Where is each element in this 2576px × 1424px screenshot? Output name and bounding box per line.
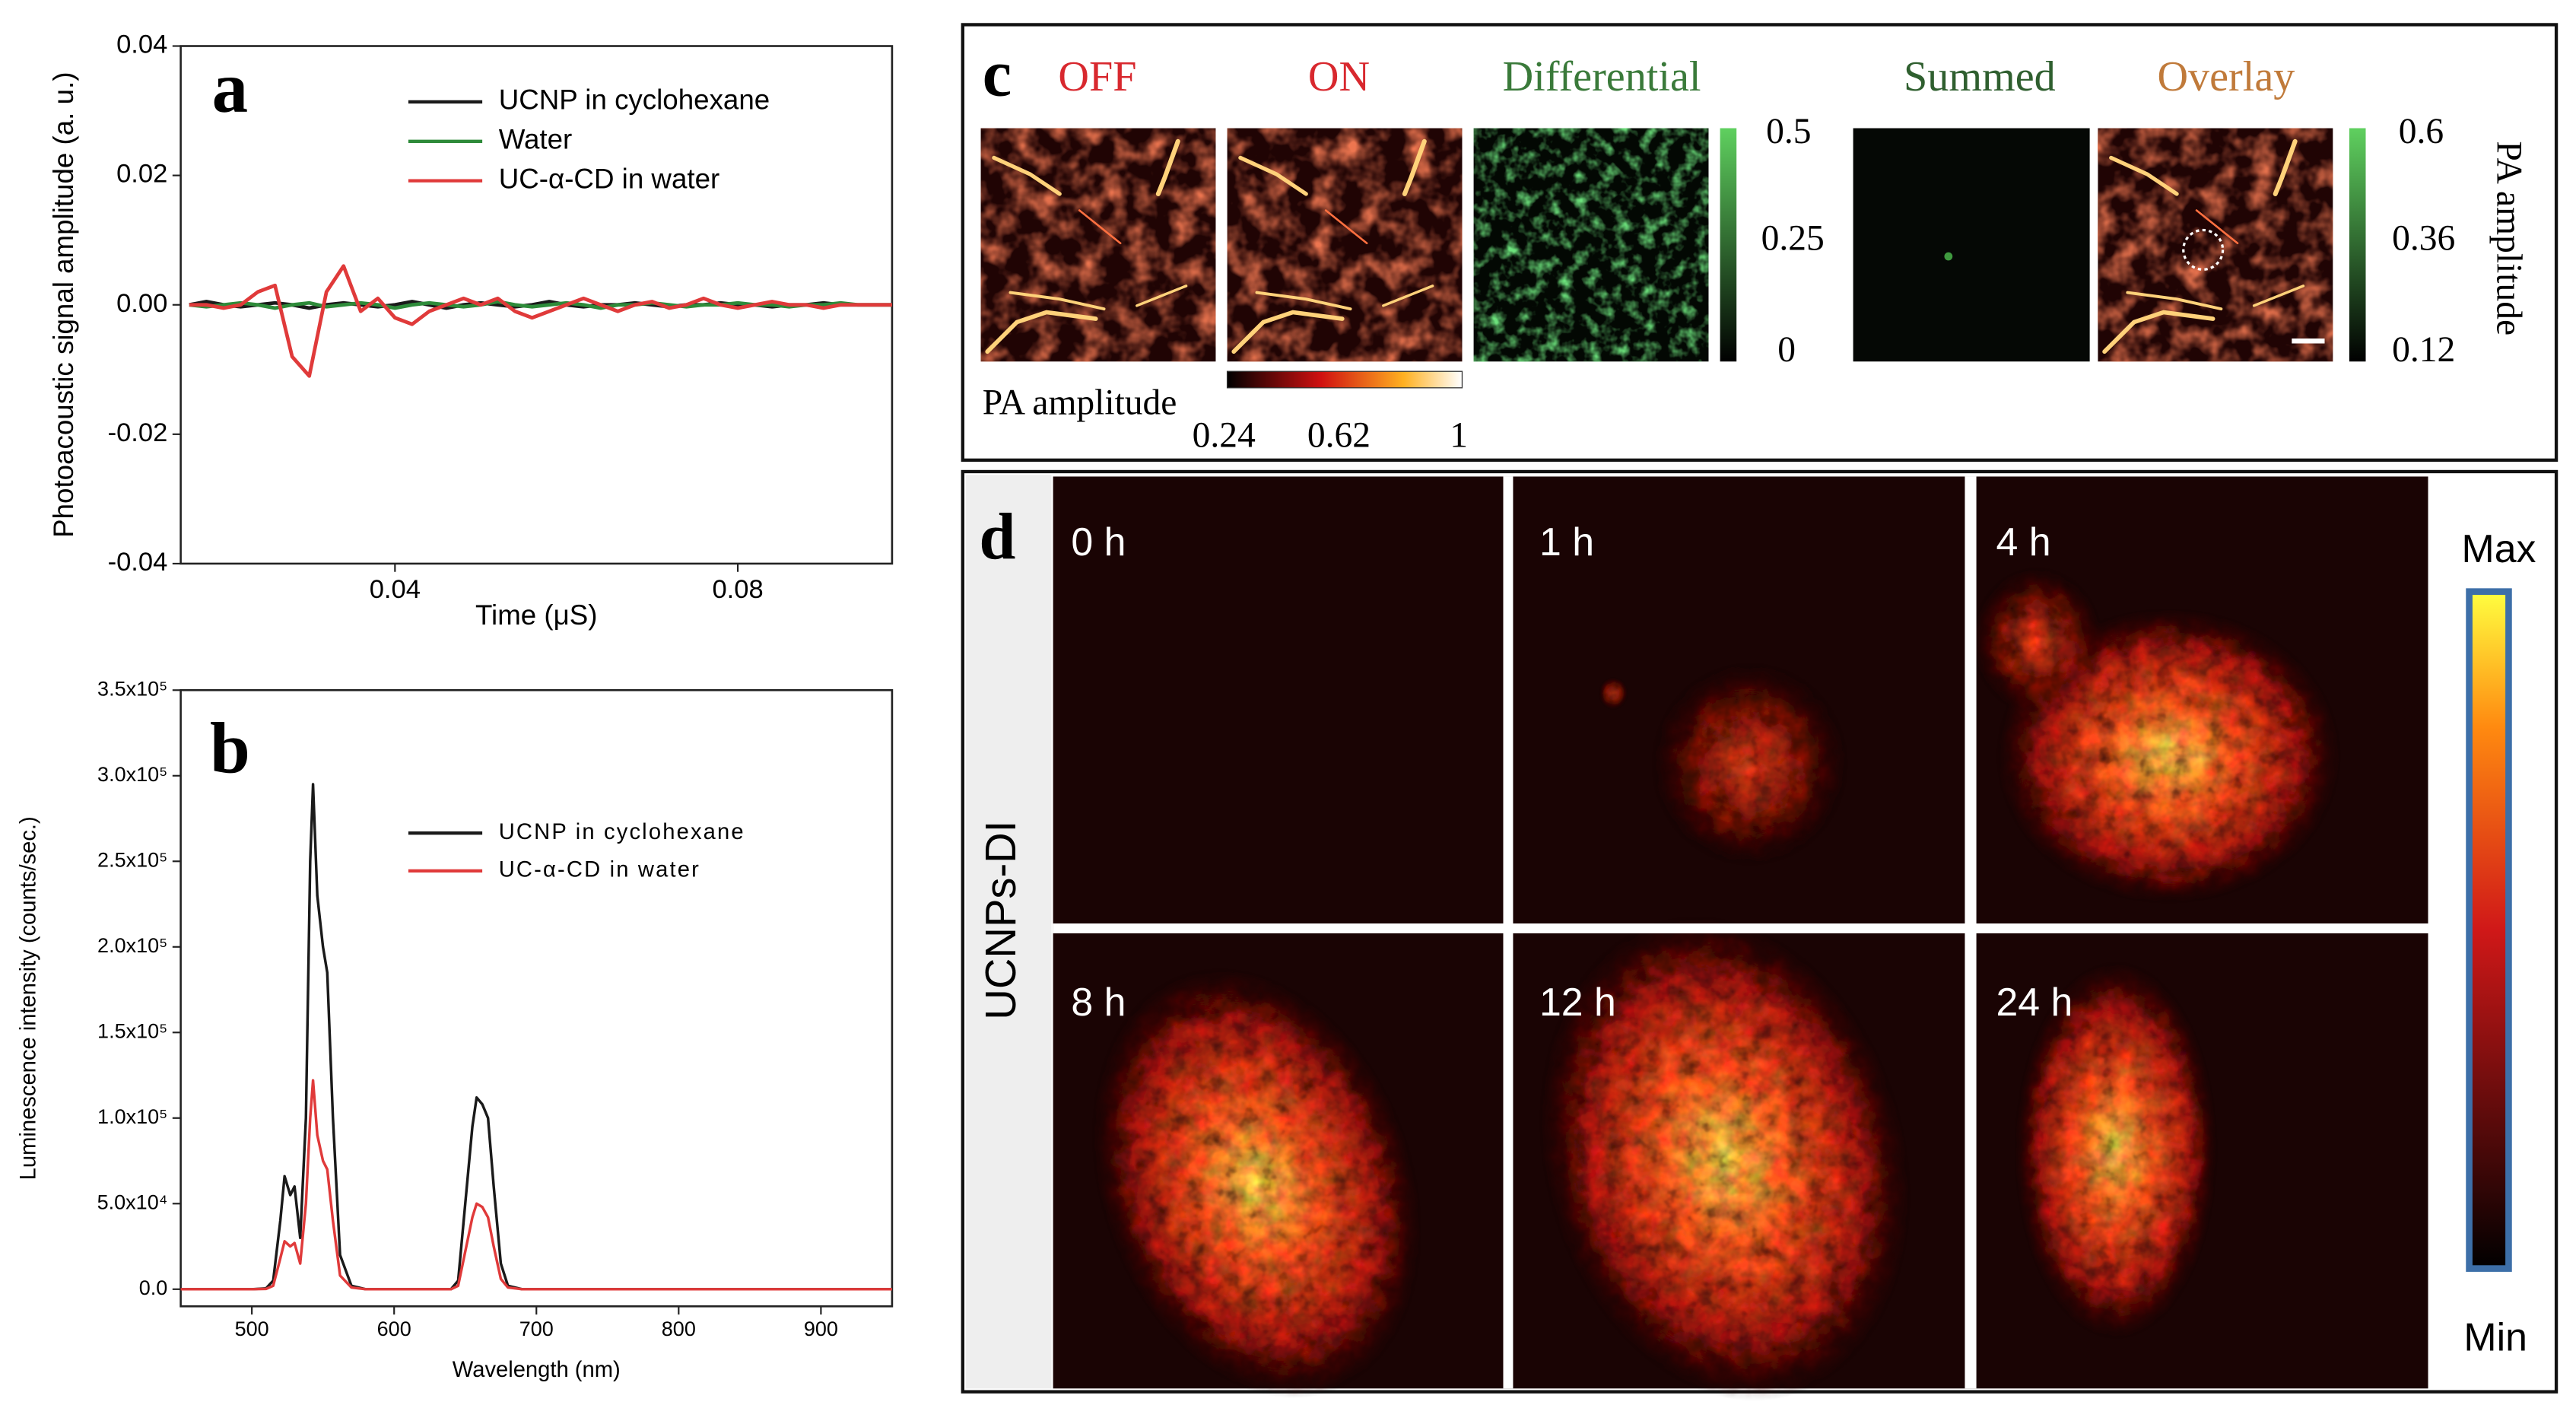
colorbar-label: 0.5 [1766, 112, 1811, 151]
separator [1053, 923, 2428, 933]
legend-label: UCNP in cyclohexane [499, 820, 745, 844]
panel-letter: a [212, 47, 249, 128]
y-axis-label: Photoacoustic signal amplitude (a. u.) [48, 72, 79, 538]
x-tick-label: 700 [519, 1318, 554, 1340]
colorbar [1226, 370, 1463, 389]
colorbar-label: 0.62 [1307, 416, 1371, 456]
legend-label: UCNP in cyclohexane [499, 84, 770, 116]
y-tick-label: -0.02 [108, 418, 168, 447]
plot-frame [179, 688, 894, 1308]
x-tick-label: 800 [662, 1318, 696, 1340]
panel-letter: b [210, 707, 250, 788]
y-tick-label: 0.00 [116, 289, 167, 318]
time-label: 8 h [1071, 980, 1126, 1024]
legend-label: Water [499, 124, 573, 155]
x-tick-label: 900 [804, 1318, 838, 1340]
y-tick-label: 5.0x10⁴ [97, 1190, 168, 1213]
chart: 0.0 5.0x10⁴ 1.0x10⁵ 1.5x10⁵ 2.0x10⁵ 2.5x10⁵ 3.… [17, 677, 894, 1382]
colorbar [2349, 128, 2366, 362]
colorbar-label: 1 [1450, 416, 1468, 456]
data-line [180, 1079, 892, 1291]
y-tick-label: 0.0 [139, 1276, 168, 1299]
image-title: ON [1308, 53, 1370, 100]
panel-letter: c [983, 37, 1012, 110]
y-tick-label: 2.5x10⁵ [97, 848, 167, 871]
y-tick-label: 1.5x10⁵ [97, 1019, 167, 1042]
colorbar-label: 0.36 [2392, 218, 2455, 258]
data-line [189, 264, 892, 378]
time-label: 4 h [1996, 520, 2050, 564]
image-title: Differential [1503, 53, 1701, 100]
image-overlay [2098, 128, 2333, 362]
colorbar-title: PA amplitude [983, 383, 1177, 422]
chart: -0.04 -0.02 0.00 0.02 0.04 0.04 0.08 Time (μS) P… [48, 30, 894, 631]
x-axis-label: Wavelength (nm) [453, 1358, 621, 1382]
time-label: 24 h [1996, 980, 2073, 1024]
time-label: 12 h [1539, 980, 1616, 1024]
image-title: OFF [1058, 53, 1136, 100]
data-line [180, 783, 892, 1291]
x-tick-label: 0.08 [712, 575, 763, 604]
image-title: Summed [1904, 53, 2056, 100]
x-axis-label: Time (μS) [475, 599, 598, 631]
panel-letter: d [979, 500, 1015, 573]
colorbar-label: 0.12 [2392, 330, 2455, 370]
data-line [189, 300, 892, 310]
image-on [1227, 128, 1463, 362]
y-tick-label: 1.0x10⁵ [97, 1105, 167, 1128]
image-summed [1853, 128, 2090, 362]
image-title: Overlay [2157, 53, 2295, 100]
x-tick-label: 600 [377, 1318, 411, 1340]
legend-label: UC-α-CD in water [499, 163, 720, 194]
colorbar [1720, 128, 1737, 362]
y-tick-label: 0.02 [116, 160, 167, 189]
x-tick-label: 0.04 [370, 575, 421, 604]
charts: -0.04 -0.02 0.00 0.02 0.04 0.04 0.08 Time (μS) P… [17, 30, 894, 1382]
time-label: 0 h [1071, 520, 1126, 564]
image-differential [1473, 128, 1709, 362]
row-label: UCNPs-DI [977, 821, 1024, 1020]
colorbar-min: Min [2463, 1315, 2527, 1359]
row-label-strip [966, 475, 1052, 1389]
panel-d: d UCNPs-DI 0 h 1 h 4 h 8 h 12 h 24 h Max… [961, 469, 2559, 1401]
tumor-signal [1091, 567, 2342, 1401]
panel-c: c OFF ON Differential Summed Overlay 0.5… [961, 23, 2559, 462]
y-tick-label: 3.0x10⁵ [97, 763, 167, 786]
colorbar-label: 0.6 [2399, 112, 2444, 151]
legend-label: UC-α-CD in water [499, 858, 700, 882]
colorbar-max: Max [2462, 526, 2536, 571]
x-tick-label: 500 [235, 1318, 269, 1340]
y-tick-label: 3.5x10⁵ [97, 677, 167, 700]
y-tick-label: 2.0x10⁵ [97, 934, 167, 957]
y-tick-label: 0.04 [116, 30, 167, 59]
colorbar-label: 0.25 [1761, 218, 1825, 258]
colorbar-title: PA amplitude [2489, 141, 2528, 335]
colorbar-label: 0.24 [1193, 416, 1256, 456]
colorbar-label: 0 [1777, 330, 1796, 370]
time-label: 1 h [1539, 520, 1594, 564]
y-axis-label: Luminescence intensity (counts/sec.) [17, 816, 41, 1180]
y-tick-label: -0.04 [108, 548, 168, 577]
colorbar [2466, 588, 2512, 1272]
image-off [980, 128, 1216, 362]
